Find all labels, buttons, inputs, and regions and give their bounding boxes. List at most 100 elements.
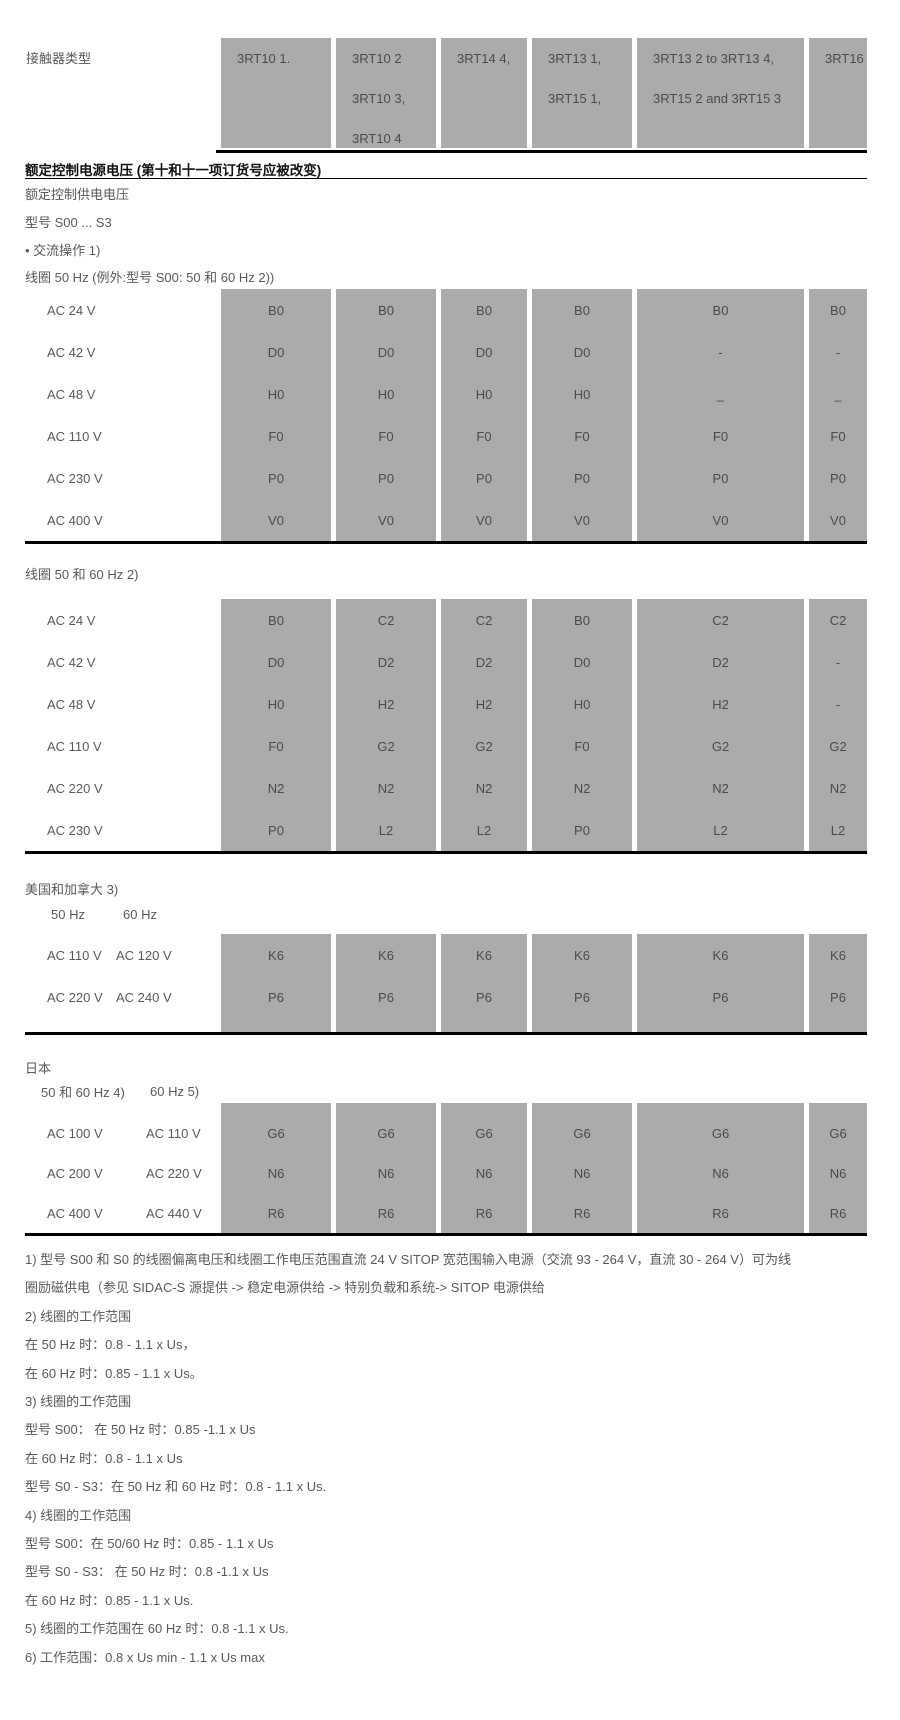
footnote-line: 在 60 Hz 时：0.8 - 1.1 x Us	[25, 1450, 183, 1466]
order-code-cell: R6	[221, 1193, 331, 1233]
order-code-cell: F0	[221, 725, 331, 767]
voltage-label-50hz: AC 110 V	[47, 947, 102, 963]
order-code-cell: B0	[532, 599, 632, 641]
frequency-subheader-usa: 50 Hz 60 Hz	[25, 901, 867, 927]
block-title-japan: 日本	[25, 1060, 52, 1076]
order-code-cell: _	[637, 373, 804, 415]
order-code-cell: R6	[336, 1193, 436, 1233]
order-code-cell: _	[809, 373, 867, 415]
order-code-cell: L2	[809, 809, 867, 851]
order-code-cell: H0	[221, 373, 331, 415]
title-underline	[25, 178, 867, 179]
order-code-cell: H2	[441, 683, 527, 725]
spacer-cell	[336, 1018, 436, 1032]
order-code-cell: B0	[637, 289, 804, 331]
order-code-cell: N2	[809, 767, 867, 809]
order-code-cell: V0	[221, 499, 331, 541]
order-code-cell: D0	[532, 641, 632, 683]
spacer-cell	[532, 1018, 632, 1032]
order-code-cell: N2	[532, 767, 632, 809]
order-code-cell: P6	[809, 976, 867, 1018]
order-code-cell: D0	[221, 641, 331, 683]
block-title-coil-50-60hz: 线圈 50 和 60 Hz 2)	[25, 566, 139, 582]
order-code-cell: H0	[532, 683, 632, 725]
block-japan: AC 100 V AC 110 V G6 G6 G6 G6 G6 G6 AC 20…	[25, 1103, 867, 1233]
spacer-cell	[809, 1018, 867, 1032]
order-code-cell: K6	[637, 934, 804, 976]
order-code-cell: F0	[809, 415, 867, 457]
order-code-cell: N6	[441, 1153, 527, 1193]
order-code-cell: H0	[221, 683, 331, 725]
voltage-label-pair: AC 110 V AC 120 V	[25, 934, 216, 976]
order-code-cell: K6	[441, 934, 527, 976]
spacer-cell	[441, 1103, 527, 1113]
voltage-label: AC 48 V	[25, 683, 216, 725]
spacer-cell	[221, 1018, 331, 1032]
footnote-line: 2) 线圈的工作范围	[25, 1308, 132, 1324]
spacer-cell	[25, 1103, 216, 1113]
order-code-cell: -	[809, 331, 867, 373]
header-line: 3RT14 4,	[457, 50, 511, 66]
order-code-cell: N6	[809, 1153, 867, 1193]
order-code-cell: G6	[637, 1113, 804, 1153]
footnote-line: 在 60 Hz 时：0.85 - 1.1 x Us.	[25, 1592, 194, 1608]
table-content: 接触器类型 3RT10 1. 3RT10 2 3RT10 3, 3RT10 4 …	[25, 38, 867, 1672]
order-code-cell: P0	[532, 457, 632, 499]
footnote-line: 在 50 Hz 时：0.8 - 1.1 x Us，	[25, 1337, 196, 1353]
block-coil-50-60hz: AC 24 V B0 C2 C2 B0 C2 C2 AC 42 V D0 D2 …	[25, 599, 867, 851]
footnote-line: 圈励磁供电（参见 SIDAC-S 源提供 -> 稳定电源供给 -> 特别负载和系…	[25, 1280, 545, 1296]
footnote-line: 在 60 Hz 时：0.85 - 1.1 x Us。	[25, 1365, 203, 1381]
order-code-cell: R6	[637, 1193, 804, 1233]
footnote-line: 型号 S00：在 50/60 Hz 时：0.85 - 1.1 x Us	[25, 1536, 274, 1552]
order-code-cell: G2	[336, 725, 436, 767]
order-code-cell: K6	[532, 934, 632, 976]
order-code-cell: N2	[221, 767, 331, 809]
voltage-label: AC 24 V	[25, 289, 216, 331]
voltage-label-60hz: AC 440 V	[146, 1205, 202, 1221]
order-code-cell: R6	[441, 1193, 527, 1233]
header-line: 3RT10 4	[352, 130, 402, 146]
header-line: 3RT10 2	[352, 50, 402, 66]
voltage-label-50-60hz: AC 200 V	[47, 1165, 103, 1181]
order-code-cell: G6	[441, 1113, 527, 1153]
footnote-line: 型号 S0 - S3：在 50 Hz 和 60 Hz 时：0.8 - 1.1 x…	[25, 1479, 327, 1495]
order-code-cell: B0	[809, 289, 867, 331]
header-cell-3rt13-1: 3RT13 1, 3RT15 1,	[532, 38, 632, 148]
footnotes: 1) 型号 S00 和 S0 的线圈偏离电压和线圈工作电压范围直流 24 V S…	[25, 1246, 867, 1672]
contactor-type-header-row: 接触器类型 3RT10 1. 3RT10 2 3RT10 3, 3RT10 4 …	[25, 38, 867, 158]
header-line: 3RT13 1,	[548, 50, 602, 66]
order-code-cell: V0	[809, 499, 867, 541]
order-code-cell: P0	[221, 809, 331, 851]
voltage-label-50-60hz: AC 100 V	[47, 1125, 103, 1141]
order-code-cell: N6	[637, 1153, 804, 1193]
order-code-cell: L2	[336, 809, 436, 851]
order-code-cell: G2	[809, 725, 867, 767]
order-code-cell: B0	[221, 599, 331, 641]
order-code-cell: -	[809, 683, 867, 725]
order-code-cell: V0	[336, 499, 436, 541]
header-line: 3RT13 2 to 3RT13 4,	[653, 50, 774, 66]
section-divider	[25, 1233, 867, 1236]
order-code-cell: F0	[441, 415, 527, 457]
voltage-label-60hz: AC 110 V	[146, 1125, 201, 1141]
voltage-label: AC 42 V	[25, 331, 216, 373]
subheader-50hz: 50 Hz	[51, 906, 85, 922]
order-code-cell: C2	[336, 599, 436, 641]
intro-line: 额定控制供电电压	[25, 186, 130, 202]
order-code-cell: D0	[336, 331, 436, 373]
footnote-line: 6) 工作范围：0.8 x Us min - 1.1 x Us max	[25, 1649, 265, 1665]
order-code-cell: K6	[809, 934, 867, 976]
order-code-cell: D0	[441, 331, 527, 373]
footnote-line: 型号 S0 - S3： 在 50 Hz 时：0.8 -1.1 x Us	[25, 1564, 269, 1580]
order-code-cell: B0	[532, 289, 632, 331]
order-code-cell: F0	[637, 415, 804, 457]
order-code-cell: N2	[441, 767, 527, 809]
voltage-label-60hz: AC 220 V	[146, 1165, 202, 1181]
order-code-cell: C2	[441, 599, 527, 641]
order-code-cell: N2	[637, 767, 804, 809]
order-code-cell: P6	[532, 976, 632, 1018]
section-divider	[25, 541, 867, 544]
block-title-usa-canada: 美国和加拿大 3)	[25, 881, 119, 897]
catalog-page: 接触器类型 3RT10 1. 3RT10 2 3RT10 3, 3RT10 4 …	[0, 38, 900, 1720]
header-cell-3rt13-2-to-4: 3RT13 2 to 3RT13 4, 3RT15 2 and 3RT15 3	[637, 38, 804, 148]
